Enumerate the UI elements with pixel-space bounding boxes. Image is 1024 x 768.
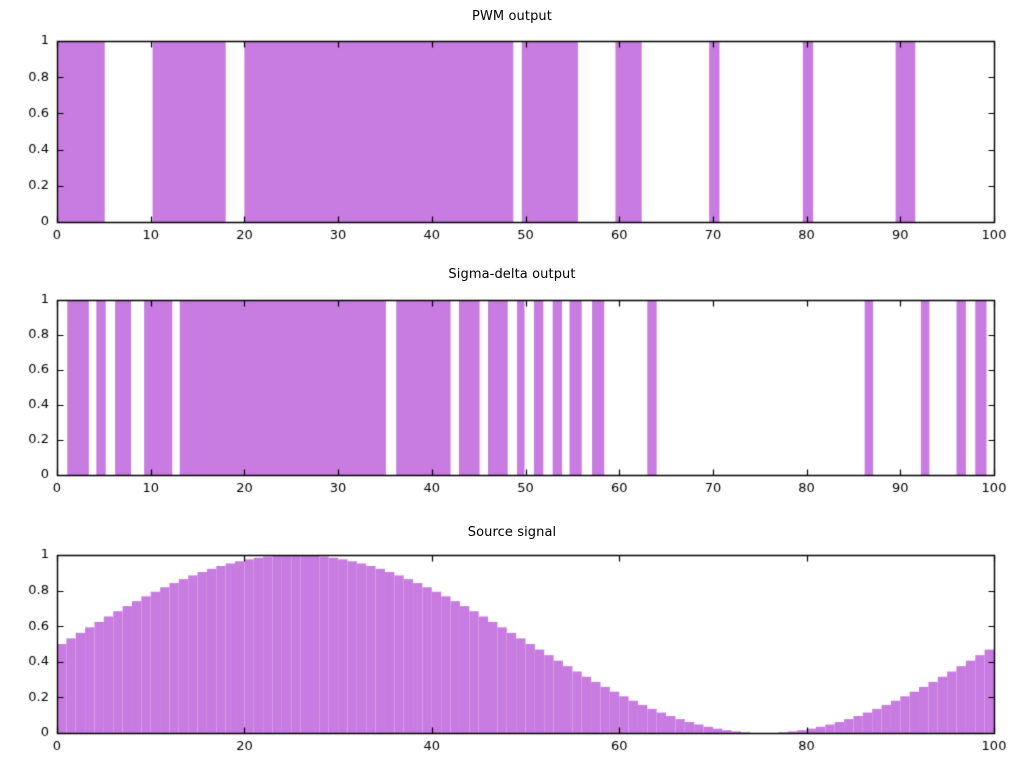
plot-canvas-pwm-output: [0, 0, 1024, 258]
plot-panel-sigma-delta-output: Sigma-delta output: [0, 258, 1024, 516]
plot-panel-source-signal: Source signal: [0, 516, 1024, 768]
plot-canvas-sigma-delta-output: [0, 258, 1024, 516]
plot-panel-pwm-output: PWM output: [0, 0, 1024, 258]
plot-canvas-source-signal: [0, 516, 1024, 768]
